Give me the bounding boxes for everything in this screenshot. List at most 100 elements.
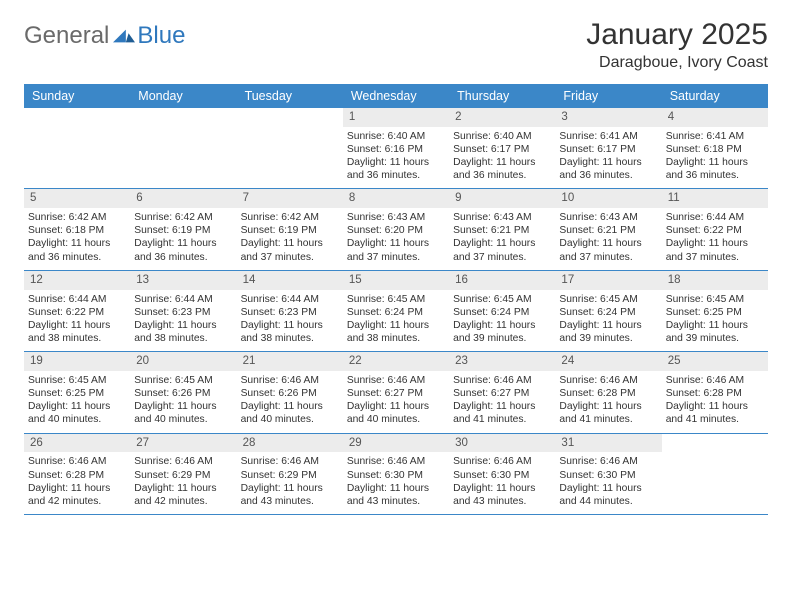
sunrise-text: Sunrise: 6:42 AM [241, 211, 339, 224]
sunset-text: Sunset: 6:18 PM [28, 224, 126, 237]
day-number: 19 [24, 352, 130, 371]
day-number: 28 [237, 434, 343, 453]
day-number: 3 [555, 108, 661, 127]
sunset-text: Sunset: 6:27 PM [453, 387, 551, 400]
empty-cell [237, 108, 343, 188]
calendar-page: General Blue January 2025 Daragboue, Ivo… [0, 0, 792, 533]
daylight-text: Daylight: 11 hours and 41 minutes. [453, 400, 551, 426]
day-cell: 7Sunrise: 6:42 AMSunset: 6:19 PMDaylight… [237, 189, 343, 269]
week-row: 1Sunrise: 6:40 AMSunset: 6:16 PMDaylight… [24, 108, 768, 189]
daylight-text: Daylight: 11 hours and 39 minutes. [666, 319, 764, 345]
sunset-text: Sunset: 6:23 PM [241, 306, 339, 319]
sunset-text: Sunset: 6:18 PM [666, 143, 764, 156]
daylight-text: Daylight: 11 hours and 43 minutes. [241, 482, 339, 508]
day-cell: 28Sunrise: 6:46 AMSunset: 6:29 PMDayligh… [237, 434, 343, 514]
sunset-text: Sunset: 6:22 PM [28, 306, 126, 319]
day-cell: 8Sunrise: 6:43 AMSunset: 6:20 PMDaylight… [343, 189, 449, 269]
header: General Blue January 2025 Daragboue, Ivo… [24, 18, 768, 72]
day-number: 22 [343, 352, 449, 371]
empty-cell [662, 434, 768, 514]
daylight-text: Daylight: 11 hours and 36 minutes. [134, 237, 232, 263]
day-cell: 12Sunrise: 6:44 AMSunset: 6:22 PMDayligh… [24, 271, 130, 351]
week-row: 12Sunrise: 6:44 AMSunset: 6:22 PMDayligh… [24, 271, 768, 352]
day-header-row: Sunday Monday Tuesday Wednesday Thursday… [24, 84, 768, 108]
day-number: 23 [449, 352, 555, 371]
sunrise-text: Sunrise: 6:46 AM [347, 374, 445, 387]
daylight-text: Daylight: 11 hours and 43 minutes. [453, 482, 551, 508]
day-number: 20 [130, 352, 236, 371]
location: Daragboue, Ivory Coast [586, 54, 768, 72]
sunset-text: Sunset: 6:29 PM [241, 469, 339, 482]
day-cell: 16Sunrise: 6:45 AMSunset: 6:24 PMDayligh… [449, 271, 555, 351]
daylight-text: Daylight: 11 hours and 44 minutes. [559, 482, 657, 508]
day-number: 8 [343, 189, 449, 208]
day-cell: 10Sunrise: 6:43 AMSunset: 6:21 PMDayligh… [555, 189, 661, 269]
sunrise-text: Sunrise: 6:46 AM [453, 455, 551, 468]
day-cell: 2Sunrise: 6:40 AMSunset: 6:17 PMDaylight… [449, 108, 555, 188]
daylight-text: Daylight: 11 hours and 36 minutes. [347, 156, 445, 182]
day-number: 14 [237, 271, 343, 290]
sunset-text: Sunset: 6:17 PM [559, 143, 657, 156]
day-number: 18 [662, 271, 768, 290]
sunrise-text: Sunrise: 6:45 AM [134, 374, 232, 387]
day-number: 11 [662, 189, 768, 208]
sunset-text: Sunset: 6:27 PM [347, 387, 445, 400]
week-row: 19Sunrise: 6:45 AMSunset: 6:25 PMDayligh… [24, 352, 768, 433]
day-cell: 27Sunrise: 6:46 AMSunset: 6:29 PMDayligh… [130, 434, 236, 514]
sunrise-text: Sunrise: 6:46 AM [666, 374, 764, 387]
day-header: Wednesday [343, 84, 449, 108]
day-cell: 22Sunrise: 6:46 AMSunset: 6:27 PMDayligh… [343, 352, 449, 432]
day-number: 17 [555, 271, 661, 290]
daylight-text: Daylight: 11 hours and 40 minutes. [28, 400, 126, 426]
day-number: 2 [449, 108, 555, 127]
sunrise-text: Sunrise: 6:40 AM [347, 130, 445, 143]
sunset-text: Sunset: 6:28 PM [666, 387, 764, 400]
sunset-text: Sunset: 6:25 PM [28, 387, 126, 400]
sunrise-text: Sunrise: 6:42 AM [28, 211, 126, 224]
day-cell: 30Sunrise: 6:46 AMSunset: 6:30 PMDayligh… [449, 434, 555, 514]
sunset-text: Sunset: 6:26 PM [134, 387, 232, 400]
sunset-text: Sunset: 6:19 PM [134, 224, 232, 237]
sunrise-text: Sunrise: 6:44 AM [241, 293, 339, 306]
day-number: 31 [555, 434, 661, 453]
day-cell: 9Sunrise: 6:43 AMSunset: 6:21 PMDaylight… [449, 189, 555, 269]
day-number: 4 [662, 108, 768, 127]
sunrise-text: Sunrise: 6:46 AM [134, 455, 232, 468]
sunset-text: Sunset: 6:21 PM [559, 224, 657, 237]
day-cell: 13Sunrise: 6:44 AMSunset: 6:23 PMDayligh… [130, 271, 236, 351]
day-header: Sunday [24, 84, 130, 108]
sunset-text: Sunset: 6:24 PM [559, 306, 657, 319]
sunrise-text: Sunrise: 6:40 AM [453, 130, 551, 143]
day-number: 29 [343, 434, 449, 453]
day-cell: 15Sunrise: 6:45 AMSunset: 6:24 PMDayligh… [343, 271, 449, 351]
sunset-text: Sunset: 6:30 PM [559, 469, 657, 482]
day-cell: 24Sunrise: 6:46 AMSunset: 6:28 PMDayligh… [555, 352, 661, 432]
sunrise-text: Sunrise: 6:42 AM [134, 211, 232, 224]
sunset-text: Sunset: 6:30 PM [347, 469, 445, 482]
day-number: 10 [555, 189, 661, 208]
day-number: 30 [449, 434, 555, 453]
day-number [237, 108, 343, 126]
sunrise-text: Sunrise: 6:46 AM [559, 455, 657, 468]
day-number: 25 [662, 352, 768, 371]
sunrise-text: Sunrise: 6:44 AM [666, 211, 764, 224]
sunset-text: Sunset: 6:21 PM [453, 224, 551, 237]
daylight-text: Daylight: 11 hours and 42 minutes. [28, 482, 126, 508]
daylight-text: Daylight: 11 hours and 38 minutes. [28, 319, 126, 345]
day-cell: 19 Sunrise: 6:45 AMSunset: 6:25 PMDayligh… [24, 352, 130, 432]
day-cell: 11Sunrise: 6:44 AMSunset: 6:22 PMDayligh… [662, 189, 768, 269]
sunrise-text: Sunrise: 6:46 AM [559, 374, 657, 387]
daylight-text: Daylight: 11 hours and 36 minutes. [453, 156, 551, 182]
daylight-text: Daylight: 11 hours and 42 minutes. [134, 482, 232, 508]
sunrise-text: Sunrise: 6:43 AM [347, 211, 445, 224]
day-cell: 6Sunrise: 6:42 AMSunset: 6:19 PMDaylight… [130, 189, 236, 269]
day-cell: 26Sunrise: 6:46 AMSunset: 6:28 PMDayligh… [24, 434, 130, 514]
daylight-text: Daylight: 11 hours and 36 minutes. [559, 156, 657, 182]
week-row: 5Sunrise: 6:42 AMSunset: 6:18 PMDaylight… [24, 189, 768, 270]
week-row: 26Sunrise: 6:46 AMSunset: 6:28 PMDayligh… [24, 434, 768, 515]
day-cell: 5Sunrise: 6:42 AMSunset: 6:18 PMDaylight… [24, 189, 130, 269]
sunset-text: Sunset: 6:22 PM [666, 224, 764, 237]
day-header: Tuesday [237, 84, 343, 108]
sunrise-text: Sunrise: 6:45 AM [28, 374, 126, 387]
daylight-text: Daylight: 11 hours and 36 minutes. [666, 156, 764, 182]
